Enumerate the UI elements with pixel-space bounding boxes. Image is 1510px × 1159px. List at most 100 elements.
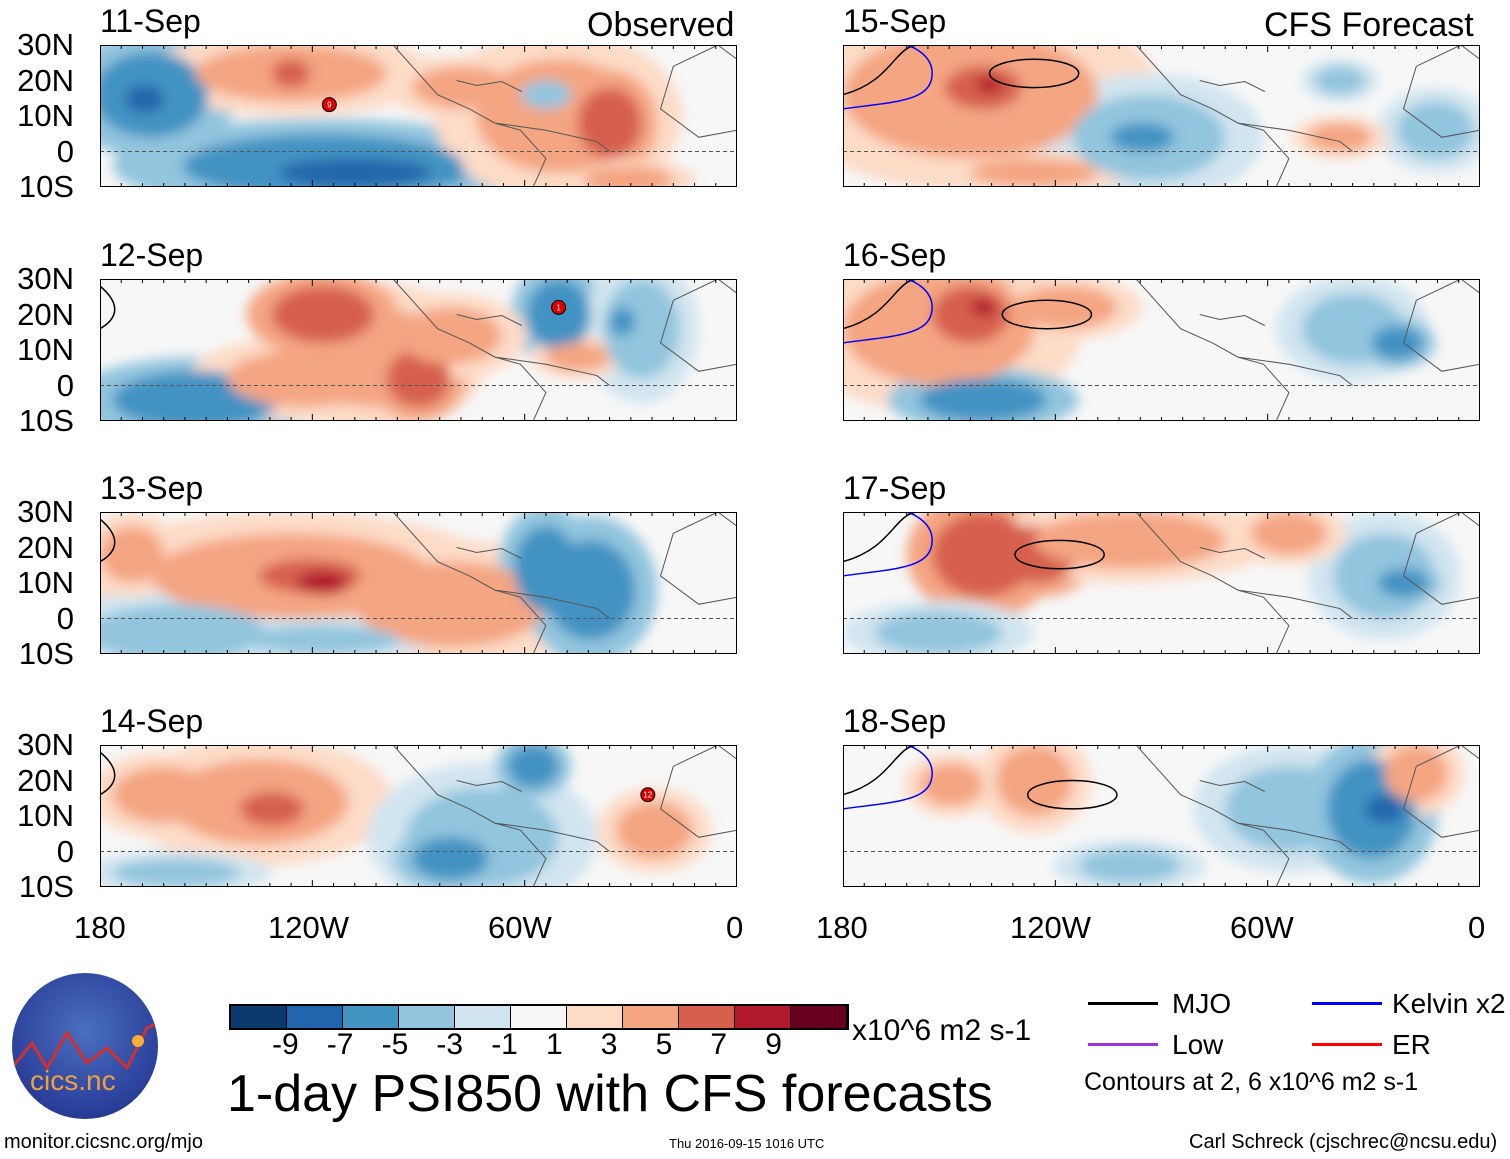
anomaly-region: [577, 87, 642, 159]
panel-date: 15-Sep: [843, 3, 947, 39]
colorbar-tick-label: -3: [436, 1028, 464, 1061]
panel-date: 17-Sep: [843, 470, 947, 506]
colorbar: [229, 1004, 849, 1030]
anomaly-region: [1371, 325, 1423, 360]
anomaly-region: [386, 350, 451, 407]
mjo-contour: [1026, 779, 1118, 810]
anomaly-region: [970, 298, 996, 316]
lat-label: 10S: [18, 869, 74, 904]
storm-marker: [321, 97, 337, 113]
anomaly-region: [584, 165, 674, 187]
mjo-contour: [1014, 539, 1105, 570]
anomaly-region: [399, 307, 502, 365]
lat-label: 10N: [17, 332, 74, 367]
low-line: [1088, 1043, 1158, 1046]
lat-label: 20N: [17, 296, 74, 332]
anomaly-region: [970, 158, 1098, 187]
map-panel: 12: [100, 745, 737, 887]
map-panel: 9: [100, 45, 737, 187]
anomaly-region: [615, 801, 693, 859]
anomaly-region: [1078, 848, 1181, 883]
map-panel: [100, 512, 737, 654]
colorbar-swatch: [623, 1006, 679, 1028]
footer-author: Carl Schreck (cjschrec@ncsu.edu): [1189, 1131, 1498, 1153]
lat-label: 10N: [17, 98, 74, 133]
coastline: [392, 745, 737, 887]
anomaly-region: [1034, 512, 1226, 569]
contour-note: Contours at 2, 6 x10^6 m2 s-1: [1084, 1068, 1419, 1096]
legend-er: ER: [1392, 1029, 1431, 1060]
panel-date: 12-Sep: [100, 237, 204, 273]
anomaly-region: [1397, 101, 1474, 159]
panel-date: 13-Sep: [100, 470, 204, 506]
colorbar-tick-label: 7: [710, 1028, 728, 1061]
lat-label: 10S: [18, 169, 74, 204]
figure-title: 1-day PSI850 with CFS forecasts: [227, 1065, 993, 1123]
anomaly-region: [240, 791, 304, 826]
colorbar-swatch: [343, 1006, 399, 1028]
anomaly-region: [545, 540, 636, 640]
anomaly-region: [603, 279, 680, 379]
anomaly-region: [278, 158, 432, 187]
lat-label: 10N: [17, 798, 74, 833]
colorbar-swatch: [679, 1006, 735, 1028]
map-panel: [843, 745, 1480, 887]
footer-url[interactable]: monitor.cicsnc.org/mjo: [4, 1131, 203, 1153]
storm-marker: [640, 787, 656, 803]
lat-label: 0: [56, 833, 74, 869]
coastline: [1135, 45, 1480, 187]
kelvin-contour: [843, 512, 933, 577]
mjo-contour: [100, 518, 116, 563]
kelvin-contour: [843, 745, 933, 810]
colorbar-tick-label: -7: [326, 1028, 354, 1061]
mjo-contour: [1001, 299, 1093, 330]
lon-label: 0: [1468, 910, 1486, 945]
map-panel: [843, 279, 1480, 421]
lon-label: 60W: [488, 910, 552, 945]
anomaly-region: [112, 858, 241, 887]
anomaly-region: [919, 378, 1047, 421]
colorbar-swatch: [455, 1006, 511, 1028]
lon-label: 120W: [1010, 910, 1091, 945]
anomaly-region: [297, 571, 349, 595]
anomaly-region: [100, 526, 164, 583]
colorbar-swatch: [231, 1006, 287, 1028]
anomaly-region: [412, 66, 515, 109]
colorbar-tick-label: -9: [272, 1028, 299, 1061]
anomaly-region: [1384, 745, 1449, 802]
coastline: [1135, 279, 1480, 421]
anomaly-region: [609, 307, 636, 336]
footer-timestamp: Thu 2016-09-15 1016 UTC: [669, 1136, 825, 1151]
logo-text: cics.nc: [30, 1065, 116, 1096]
colorbar-tick-label: 5: [655, 1028, 673, 1061]
anomaly-region: [1308, 123, 1372, 152]
storm-marker: [551, 299, 567, 315]
anomaly-region: [100, 604, 266, 654]
anomaly-region: [1314, 66, 1366, 95]
kelvin-line: [1312, 1002, 1382, 1005]
forecast-title: CFS Forecast: [1264, 6, 1474, 44]
map-panel: [843, 45, 1480, 187]
lat-label: 10N: [17, 565, 74, 600]
coastline: [392, 279, 737, 421]
colorbar-swatch: [511, 1006, 567, 1028]
coastline: [392, 45, 737, 187]
lon-label: 180: [74, 910, 126, 945]
anomaly-region: [995, 745, 1073, 816]
panel-date: 16-Sep: [843, 237, 947, 273]
lat-label: 10S: [18, 403, 74, 438]
anomaly-region: [271, 59, 311, 88]
colorbar-swatch: [567, 1006, 623, 1028]
anomaly-region: [100, 52, 209, 138]
lat-label: 20N: [17, 62, 74, 98]
anomaly-region: [354, 561, 546, 647]
mjo-line: [1088, 1002, 1158, 1005]
logo: cics.nc: [12, 973, 158, 1119]
anomaly-region: [1365, 794, 1404, 824]
anomaly-region: [932, 286, 1009, 343]
kelvin-contour: [843, 279, 933, 344]
anomaly-region: [246, 625, 400, 654]
panel-date: 11-Sep: [100, 3, 201, 39]
anomaly-region: [125, 84, 164, 114]
lat-label: 0: [56, 367, 74, 403]
